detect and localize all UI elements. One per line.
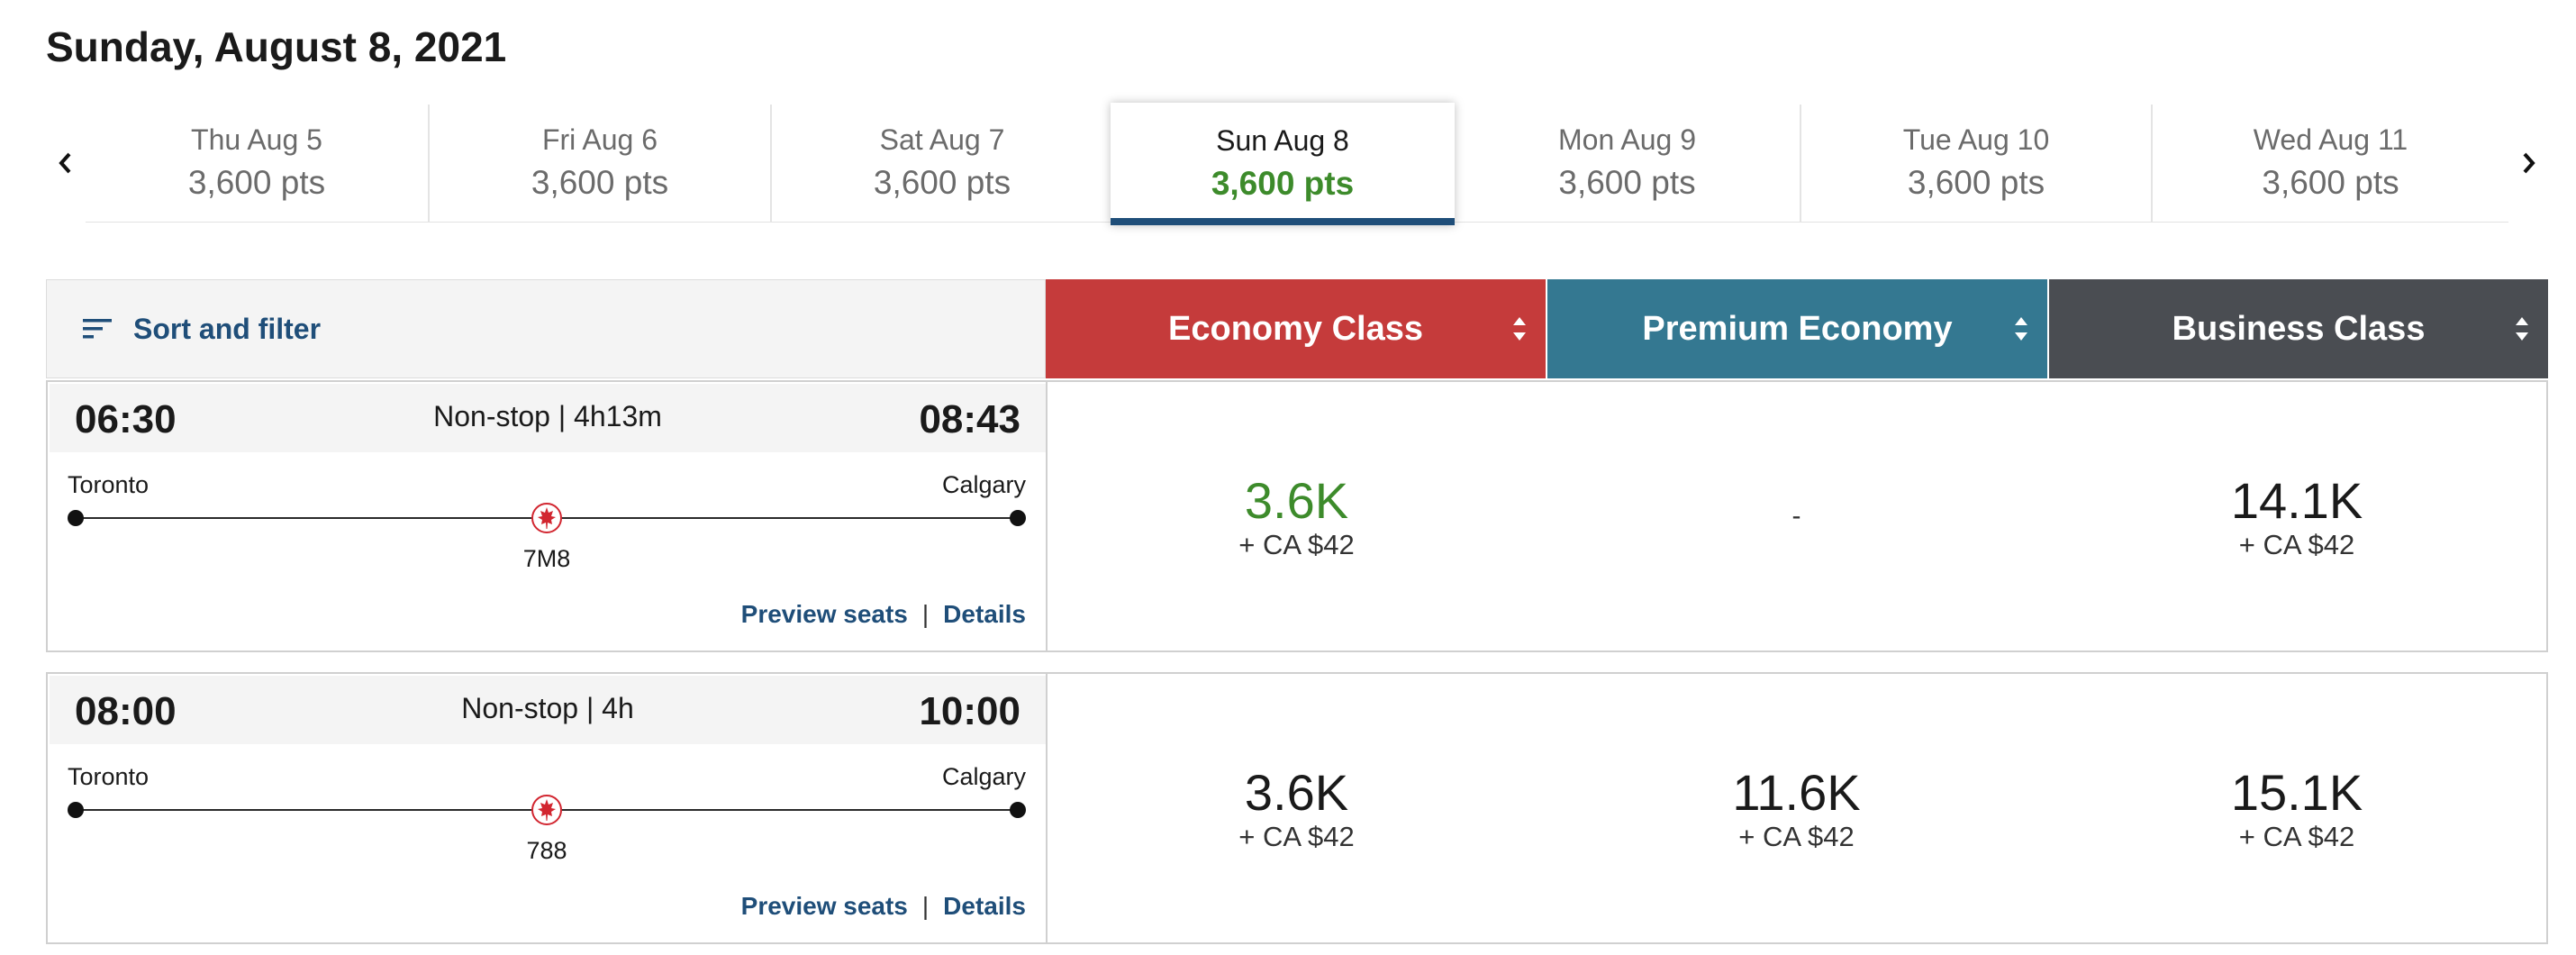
origin-dot: [68, 802, 84, 818]
destination-dot: [1010, 802, 1026, 818]
fare-table-header: Sort and filter Economy Class Premium Ec…: [46, 279, 2548, 378]
aircraft-type: 788: [526, 837, 567, 864]
date-tab-day: Thu Aug 5: [191, 123, 322, 156]
economy-fare-cell[interactable]: 3.6K + CA $42: [1046, 380, 1547, 652]
premium-fare-cell[interactable]: 11.6K + CA $42: [1546, 672, 2049, 944]
arrival-time: 10:00: [919, 689, 1020, 733]
aircraft-type: 7M8: [522, 545, 571, 572]
date-tab-aug-5[interactable]: Thu Aug 5 3,600 pts: [86, 105, 428, 222]
sort-and-filter-button[interactable]: Sort and filter: [46, 279, 1046, 378]
date-tab-aug-9[interactable]: Mon Aug 9 3,600 pts: [1455, 105, 1800, 222]
fare-unavailable: -: [1791, 501, 1801, 531]
chevron-left-icon: [59, 152, 71, 174]
chevron-right-icon: [2523, 152, 2535, 174]
flight-details-card: 06:30 Non-stop | 4h13m 08:43 Toronto Cal…: [46, 380, 1046, 652]
link-separator: |: [921, 600, 930, 628]
departure-time: 08:00: [75, 689, 177, 733]
departure-time: 06:30: [75, 397, 177, 441]
fare-tax: + CA $42: [2238, 821, 2355, 852]
origin-city: Toronto: [68, 763, 150, 790]
flight-row: 06:30 Non-stop | 4h13m 08:43 Toronto Cal…: [46, 380, 2548, 652]
flight-links: Preview seats | Details: [741, 596, 1026, 632]
flight-links: Preview seats | Details: [741, 888, 1026, 924]
date-tab-day: Wed Aug 11: [2253, 123, 2408, 156]
fare-amount: 11.6K: [1732, 764, 1861, 821]
date-tab-day: Sat Aug 7: [879, 123, 1005, 156]
origin-city: Toronto: [68, 471, 150, 498]
date-tab-aug-11[interactable]: Wed Aug 11 3,600 pts: [2151, 105, 2508, 222]
fare-amount: 3.6K: [1244, 472, 1349, 529]
economy-fare-cell[interactable]: 3.6K + CA $42: [1046, 672, 1547, 944]
fare-tax: + CA $42: [1238, 529, 1355, 560]
date-tab-day: Mon Aug 9: [1558, 123, 1696, 156]
flight-time-bar: 06:30 Non-stop | 4h13m 08:43: [50, 384, 1046, 452]
preview-seats-link[interactable]: Preview seats: [740, 600, 908, 628]
arrival-time: 08:43: [919, 397, 1020, 441]
origin-dot: [68, 510, 84, 526]
flight-duration: Non-stop | 4h13m: [433, 400, 662, 432]
details-link[interactable]: Details: [943, 600, 1026, 628]
premium-economy-header[interactable]: Premium Economy: [1547, 279, 2047, 378]
maple-leaf-logo-icon: [531, 795, 562, 825]
date-tab-points: 3,600 pts: [531, 164, 669, 201]
next-dates-button[interactable]: [2508, 141, 2548, 186]
business-fare-cell[interactable]: 14.1K + CA $42: [2047, 380, 2548, 652]
destination-dot: [1010, 510, 1026, 526]
date-tab-points: 3,600 pts: [187, 164, 326, 201]
date-tab-day: Tue Aug 10: [1902, 123, 2050, 156]
preview-seats-link[interactable]: Preview seats: [740, 892, 908, 920]
date-tab-points: 3,600 pts: [2262, 164, 2399, 201]
maple-leaf-logo-icon: [531, 503, 562, 533]
fare-tax: + CA $42: [1738, 821, 1855, 852]
link-separator: |: [921, 892, 930, 920]
business-class-header[interactable]: Business Class: [2049, 279, 2548, 378]
cabin-label: Economy Class: [1168, 309, 1423, 348]
date-tab-aug-8-selected[interactable]: Sun Aug 8 3,600 pts: [1111, 103, 1455, 225]
cabin-label: Premium Economy: [1642, 309, 1953, 348]
sort-arrows-icon: [2015, 317, 2027, 341]
date-tab-day: Sun Aug 8: [1216, 124, 1349, 157]
fare-amount: 3.6K: [1244, 764, 1349, 821]
date-tab-aug-10[interactable]: Tue Aug 10 3,600 pts: [1800, 105, 2151, 222]
sort-and-filter-label: Sort and filter: [133, 312, 322, 345]
date-strip: Thu Aug 5 3,600 pts Fri Aug 6 3,600 pts …: [46, 103, 2548, 231]
economy-class-header[interactable]: Economy Class: [1046, 279, 1546, 378]
date-tab-points: 3,600 pts: [1558, 164, 1696, 201]
flight-row: 08:00 Non-stop | 4h 10:00 Toronto Calgar…: [46, 672, 2548, 944]
fare-tax: + CA $42: [1238, 821, 1355, 852]
fare-amount: 15.1K: [2230, 764, 2363, 821]
date-tab-day: Fri Aug 6: [541, 123, 658, 156]
flight-time-bar: 08:00 Non-stop | 4h 10:00: [50, 676, 1046, 744]
filter-lines-icon: [83, 319, 112, 339]
page-title: Sunday, August 8, 2021: [46, 23, 507, 70]
date-tab-points: 3,600 pts: [873, 164, 1011, 201]
details-link[interactable]: Details: [943, 892, 1026, 920]
previous-dates-button[interactable]: [46, 141, 86, 186]
premium-fare-cell-unavailable: -: [1546, 380, 2049, 652]
destination-city: Calgary: [941, 471, 1026, 498]
sort-arrows-icon: [1513, 317, 1526, 341]
date-tab-points: 3,600 pts: [1211, 165, 1355, 202]
fare-tax: + CA $42: [2238, 529, 2355, 560]
flight-details-card: 08:00 Non-stop | 4h 10:00 Toronto Calgar…: [46, 672, 1046, 944]
cabin-label: Business Class: [2172, 309, 2426, 348]
date-tab-aug-6[interactable]: Fri Aug 6 3,600 pts: [428, 105, 770, 222]
sort-arrows-icon: [2516, 317, 2528, 341]
date-tab-points: 3,600 pts: [1907, 164, 2045, 201]
fare-amount: 14.1K: [2230, 472, 2363, 529]
date-tab-aug-7[interactable]: Sat Aug 7 3,600 pts: [770, 105, 1112, 222]
destination-city: Calgary: [941, 763, 1026, 790]
business-fare-cell[interactable]: 15.1K + CA $42: [2047, 672, 2548, 944]
flight-duration: Non-stop | 4h: [461, 692, 634, 724]
